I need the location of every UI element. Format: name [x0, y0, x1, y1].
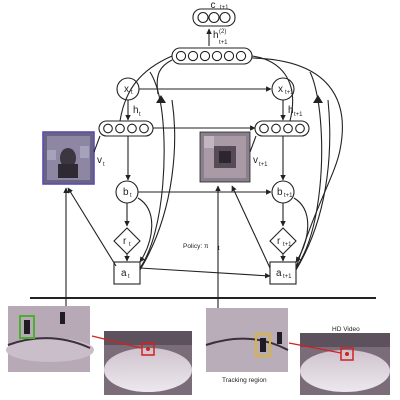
b-t-sub: t — [130, 193, 132, 199]
rink-frame-t1 — [300, 333, 390, 395]
v-t-sub: t — [103, 162, 105, 168]
tracked-crop-image-t — [42, 131, 95, 185]
gate-left — [156, 95, 166, 103]
line-a-t1-up-2 — [295, 99, 331, 271]
tracking-region-label: Tracking region — [222, 377, 267, 384]
zoom-frame-t — [6, 306, 94, 372]
line-a-t-up-2 — [139, 99, 176, 271]
h-t1-label: h — [288, 105, 294, 116]
b-t-label: b — [123, 187, 129, 198]
h-t-layer — [98, 120, 154, 137]
policy-sub: t — [218, 246, 220, 252]
arrow-a-t-to-crop — [67, 187, 117, 267]
a-t1-node — [269, 261, 297, 285]
b-t1-node — [271, 180, 295, 204]
r-t1-label: r — [277, 236, 281, 247]
b-t1-label: b — [277, 187, 283, 198]
c-layer-output: c t+1 — [192, 0, 236, 27]
a-t1-label: a — [276, 268, 282, 279]
zoom-frame-t1 — [205, 308, 289, 372]
a-t-label: a — [121, 268, 127, 279]
r-t1-node — [269, 227, 297, 255]
a-t-sub: t — [128, 274, 130, 280]
line-v-to-h-t — [93, 135, 101, 153]
h2-label: h — [213, 30, 219, 41]
a-t-node — [113, 261, 141, 285]
h-t1-sub: t+1 — [294, 112, 303, 118]
arrow-a-t1-to-crop — [231, 185, 271, 269]
red-link-t — [91, 335, 142, 349]
c-sub: t+1 — [220, 5, 229, 11]
b-t1-sub: t+1 — [284, 193, 293, 199]
line-a-t-up — [139, 71, 165, 269]
x-t1-label: x — [278, 84, 283, 95]
arrow-b-to-a-t-skip — [137, 197, 153, 263]
v-t-label: v — [97, 155, 102, 166]
x-t-sub: t — [131, 90, 133, 96]
rink-frame-t — [104, 331, 192, 395]
h2-layer — [171, 47, 253, 65]
line-a-t1-up — [295, 71, 323, 269]
h2-sub: t+1 — [219, 40, 228, 46]
gate-right — [313, 95, 323, 103]
x-t-label: x — [124, 84, 129, 95]
r-t-sub: t — [129, 242, 131, 248]
r-t-node — [113, 227, 141, 255]
line-h-t-to-h2 — [119, 55, 173, 122]
line-h2-left — [156, 59, 173, 95]
h2-sup: (2) — [219, 29, 226, 35]
arrow-a-t-to-a-t1 — [139, 267, 271, 279]
hd-video-label: HD Video — [332, 326, 360, 333]
r-t1-sub: t+1 — [283, 242, 292, 248]
red-link-t1 — [288, 342, 342, 354]
x-t1-sub: t+1 — [285, 90, 294, 96]
c-label: c — [211, 0, 216, 11]
v-t1-label: v — [253, 155, 258, 166]
tracked-crop-image-t1 — [199, 131, 251, 183]
policy-label: Policy: π — [183, 243, 209, 250]
line-h2-to-h-t1 — [251, 55, 294, 122]
h-t-label: h — [133, 105, 139, 116]
a-t1-sub: t+1 — [283, 274, 292, 280]
h-t-sub: t — [139, 112, 141, 118]
line-v-to-h-t1 — [249, 135, 257, 153]
x-t1-node — [271, 77, 295, 101]
h-t1-layer — [254, 120, 310, 137]
line-h2-to-a-t1 — [251, 57, 343, 269]
r-t-label: r — [123, 236, 127, 247]
v-t1-sub: t+1 — [259, 162, 268, 168]
